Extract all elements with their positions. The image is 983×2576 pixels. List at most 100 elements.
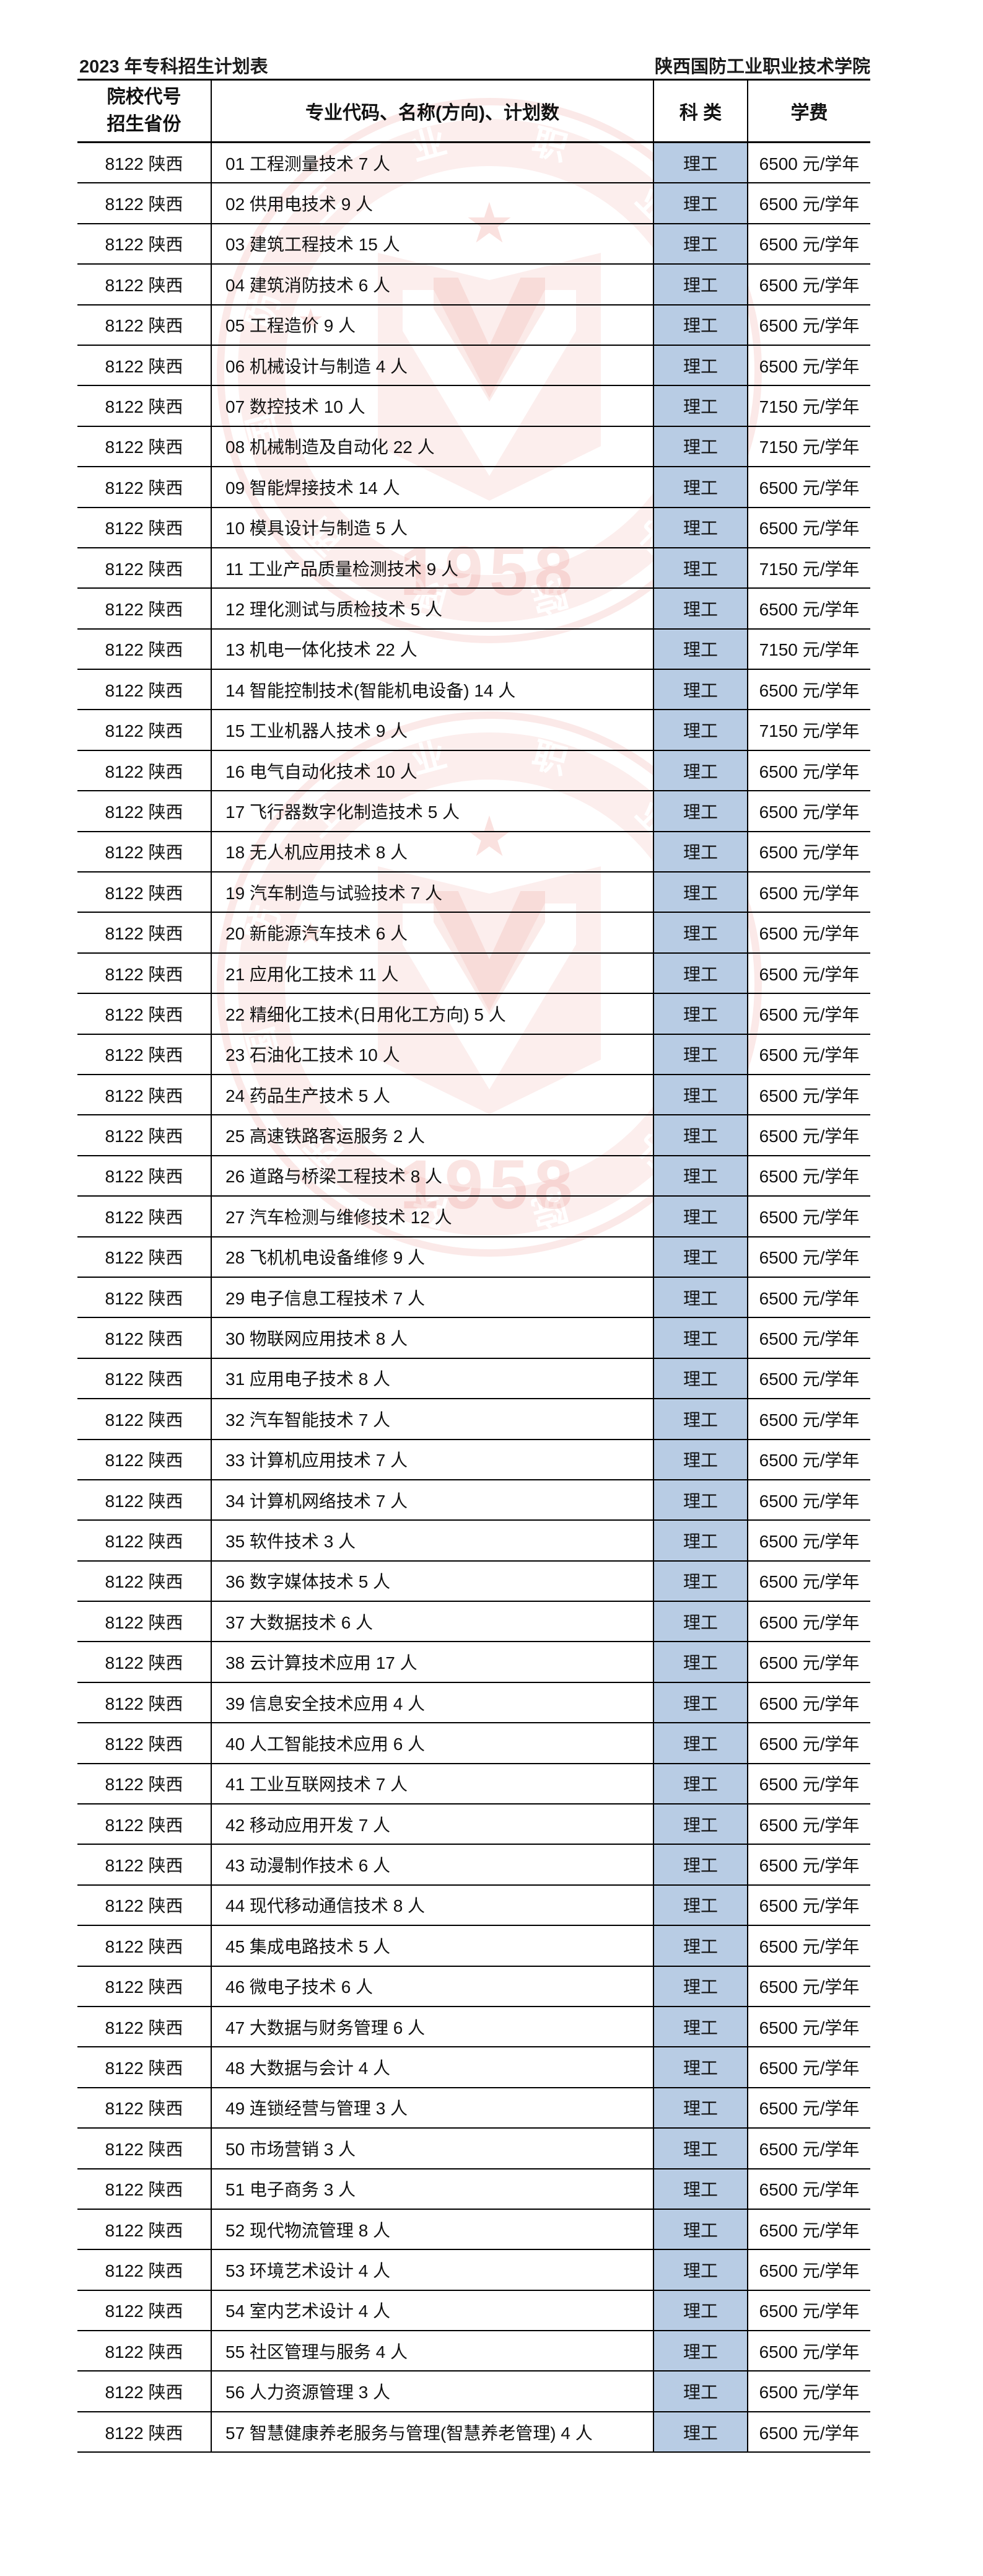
cell-major: 57 智慧健康养老服务与管理(智慧养老管理) 4 人 <box>211 2412 653 2452</box>
table-row: 8122 陕西 44 现代移动通信技术 8 人 理工 6500 元/学年 <box>77 1885 870 1927</box>
cell-major: 27 汽车检测与维修技术 12 人 <box>211 1197 653 1236</box>
table-row: 8122 陕西 32 汽车智能技术 7 人 理工 6500 元/学年 <box>77 1399 870 1440</box>
cell-college-code: 8122 陕西 <box>105 316 183 336</box>
cell-category: 理工 <box>653 2372 747 2411</box>
cell-tuition: 6500 元/学年 <box>747 2007 870 2047</box>
cell-tuition: 6500 元/学年 <box>747 183 870 223</box>
cell-category: 理工 <box>653 1440 747 1479</box>
cell-category: 理工 <box>653 1966 747 2006</box>
table-row: 8122 陕西 41 工业互联网技术 7 人 理工 6500 元/学年 <box>77 1764 870 1805</box>
cell-category: 理工 <box>653 2209 747 2249</box>
cell-tuition: 6500 元/学年 <box>747 2047 870 2087</box>
cell-category: 理工 <box>653 2088 747 2128</box>
cell-major: 41 工业互联网技术 7 人 <box>211 1764 653 1804</box>
cell-category: 理工 <box>653 1561 747 1601</box>
cell-major: 12 理化测试与质检技术 5 人 <box>211 589 653 628</box>
cell-category: 理工 <box>653 750 747 791</box>
cell-college-code: 8122 陕西 <box>105 762 183 781</box>
cell-major: 42 移动应用开发 7 人 <box>211 1805 653 1844</box>
table-row: 8122 陕西 36 数字媒体技术 5 人 理工 6500 元/学年 <box>77 1561 870 1602</box>
table-row: 8122 陕西 19 汽车制造与试验技术 7 人 理工 6500 元/学年 <box>77 873 870 913</box>
cell-college-code: 8122 陕西 <box>105 1815 183 1835</box>
cell-tuition: 6500 元/学年 <box>747 1115 870 1155</box>
cell-tuition: 6500 元/学年 <box>747 1966 870 2006</box>
cell-college-code: 8122 陕西 <box>105 235 183 255</box>
cell-category: 理工 <box>653 994 747 1034</box>
cell-major: 35 软件技术 3 人 <box>211 1521 653 1560</box>
cell-major: 24 药品生产技术 5 人 <box>211 1075 653 1115</box>
cell-tuition: 6500 元/学年 <box>747 1034 870 1074</box>
cell-category: 理工 <box>653 1237 747 1277</box>
cell-tuition: 6500 元/学年 <box>747 345 870 385</box>
cell-college-code: 8122 陕西 <box>105 519 183 538</box>
cell-tuition: 6500 元/学年 <box>747 467 870 507</box>
cell-tuition: 6500 元/学年 <box>747 305 870 345</box>
table-row: 8122 陕西 57 智慧健康养老服务与管理(智慧养老管理) 4 人 理工 65… <box>77 2412 870 2453</box>
table-row: 8122 陕西 20 新能源汽车技术 6 人 理工 6500 元/学年 <box>77 913 870 954</box>
cell-college-code: 8122 陕西 <box>105 2180 183 2200</box>
cell-category: 理工 <box>653 345 747 385</box>
cell-category: 理工 <box>653 2290 747 2331</box>
cell-tuition: 6500 元/学年 <box>747 1237 870 1277</box>
cell-college-code: 8122 陕西 <box>105 1004 183 1024</box>
cell-college-code: 8122 陕西 <box>105 1572 183 1592</box>
cell-college-code: 8122 陕西 <box>105 680 183 700</box>
cell-college-code: 8122 陕西 <box>105 1288 183 1308</box>
cell-major: 11 工业产品质量检测技术 9 人 <box>211 548 653 588</box>
table-row: 8122 陕西 30 物联网应用技术 8 人 理工 6500 元/学年 <box>77 1318 870 1359</box>
cell-tuition: 6500 元/学年 <box>747 1642 870 1682</box>
cell-major: 17 飞行器数字化制造技术 5 人 <box>211 791 653 831</box>
cell-major: 44 现代移动通信技术 8 人 <box>211 1885 653 1925</box>
cell-college-code: 8122 陕西 <box>105 2220 183 2240</box>
cell-major: 46 微电子技术 6 人 <box>211 1966 653 2006</box>
cell-college-code: 8122 陕西 <box>105 1127 183 1146</box>
cell-major: 13 机电一体化技术 22 人 <box>211 629 653 669</box>
cell-major: 33 计算机应用技术 7 人 <box>211 1440 653 1479</box>
cell-college-code: 8122 陕西 <box>105 1775 183 1795</box>
cell-tuition: 6500 元/学年 <box>747 873 870 912</box>
table-body: 8122 陕西 01 工程测量技术 7 人 理工 6500 元/学年 8122 … <box>77 143 870 2453</box>
cell-major: 23 石油化工技术 10 人 <box>211 1034 653 1074</box>
cell-category: 理工 <box>653 1034 747 1074</box>
table-row: 8122 陕西 04 建筑消防技术 6 人 理工 6500 元/学年 <box>77 265 870 306</box>
cell-tuition: 6500 元/学年 <box>747 2250 870 2290</box>
cell-major: 22 精细化工技术(日用化工方向) 5 人 <box>211 994 653 1034</box>
cell-category: 理工 <box>653 589 747 628</box>
cell-college-code: 8122 陕西 <box>105 2423 183 2443</box>
table-row: 8122 陕西 02 供用电技术 9 人 理工 6500 元/学年 <box>77 183 870 224</box>
cell-tuition: 6500 元/学年 <box>747 143 870 183</box>
title-bar: 2023 年专科招生计划表 陕西国防工业职业技术学院 <box>79 52 870 78</box>
cell-major: 38 云计算技术应用 17 人 <box>211 1642 653 1682</box>
table-row: 8122 陕西 51 电子商务 3 人 理工 6500 元/学年 <box>77 2169 870 2210</box>
cell-major: 36 数字媒体技术 5 人 <box>211 1561 653 1601</box>
cell-major: 07 数控技术 10 人 <box>211 386 653 426</box>
cell-major: 39 信息安全技术应用 4 人 <box>211 1682 653 1723</box>
table-row: 8122 陕西 29 电子信息工程技术 7 人 理工 6500 元/学年 <box>77 1277 870 1319</box>
cell-category: 理工 <box>653 1277 747 1317</box>
cell-tuition: 6500 元/学年 <box>747 791 870 831</box>
cell-tuition: 6500 元/学年 <box>747 1440 870 1479</box>
cell-tuition: 6500 元/学年 <box>747 1277 870 1317</box>
cell-major: 02 供用电技术 9 人 <box>211 183 653 223</box>
table-row: 8122 陕西 24 药品生产技术 5 人 理工 6500 元/学年 <box>77 1075 870 1116</box>
cell-major: 37 大数据技术 6 人 <box>211 1602 653 1642</box>
cell-tuition: 6500 元/学年 <box>747 2412 870 2452</box>
table-row: 8122 陕西 28 飞机机电设备维修 9 人 理工 6500 元/学年 <box>77 1237 870 1278</box>
header-tuition: 学费 <box>747 81 870 141</box>
cell-tuition: 6500 元/学年 <box>747 1845 870 1884</box>
cell-category: 理工 <box>653 710 747 750</box>
cell-college-code: 8122 陕西 <box>105 1207 183 1227</box>
cell-category: 理工 <box>653 629 747 669</box>
cell-college-code: 8122 陕西 <box>105 1531 183 1551</box>
table-row: 8122 陕西 11 工业产品质量检测技术 9 人 理工 7150 元/学年 <box>77 548 870 589</box>
cell-major: 16 电气自动化技术 10 人 <box>211 750 653 791</box>
cell-college-code: 8122 陕西 <box>105 640 183 660</box>
table-row: 8122 陕西 40 人工智能技术应用 6 人 理工 6500 元/学年 <box>77 1723 870 1764</box>
cell-college-code: 8122 陕西 <box>105 924 183 944</box>
cell-major: 09 智能焊接技术 14 人 <box>211 467 653 507</box>
cell-major: 45 集成电路技术 5 人 <box>211 1926 653 1966</box>
cell-category: 理工 <box>653 1885 747 1925</box>
cell-category: 理工 <box>653 2250 747 2290</box>
cell-tuition: 6500 元/学年 <box>747 1521 870 1560</box>
